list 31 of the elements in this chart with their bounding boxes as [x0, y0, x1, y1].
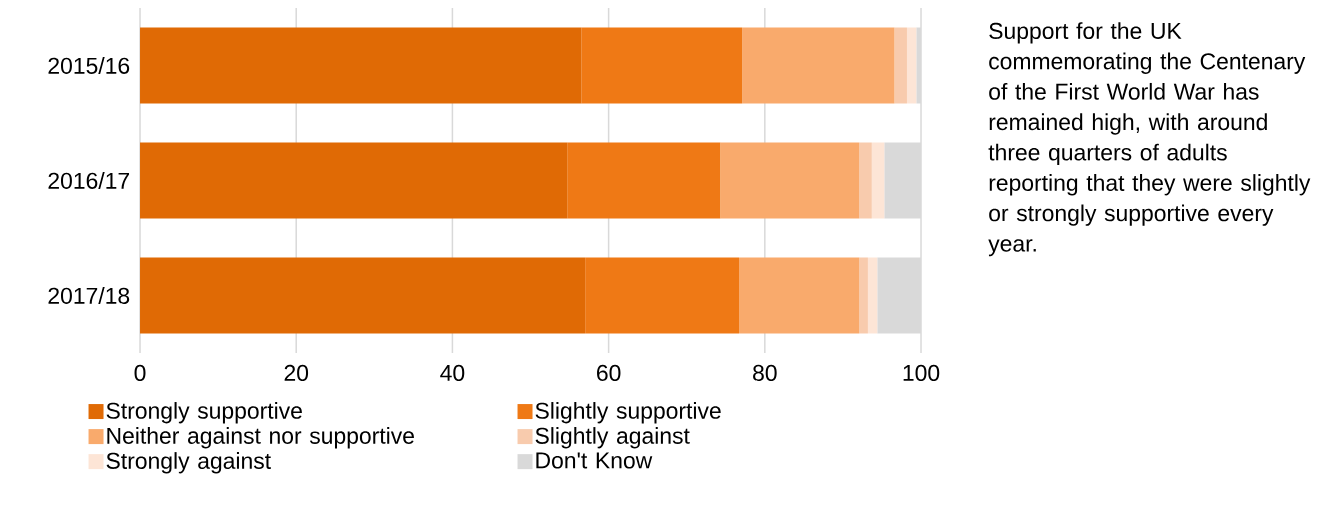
bar [871, 142, 885, 219]
bar [140, 257, 586, 334]
x-tick-label: 100 [903, 364, 940, 382]
x-tick-label: 40 [440, 364, 465, 382]
x-tick-label: 0 [134, 364, 146, 382]
legend-label: Strongly against [106, 452, 271, 474]
legend-label: Don't Know [536, 452, 653, 469]
legend-label: Neither against nor supportive [107, 427, 414, 449]
bar [720, 142, 860, 219]
legend-label: Strongly supportive [106, 402, 302, 424]
y-tick-label: 2015/16 [48, 57, 130, 74]
y-tick-label: 2017/18 [48, 287, 130, 304]
bar [140, 27, 582, 104]
bar [867, 257, 878, 334]
bar [894, 27, 907, 104]
x-tick-label: 60 [597, 364, 621, 382]
legend-label: Slightly against [535, 427, 690, 449]
bar [739, 257, 860, 334]
bar [859, 142, 872, 219]
bar [906, 27, 917, 104]
bar [567, 142, 721, 219]
bar [859, 257, 868, 334]
bar [581, 27, 743, 104]
bar [140, 142, 568, 219]
x-tick-label: 80 [753, 364, 777, 382]
legend-label: Slightly supportive [535, 402, 721, 424]
bar [585, 257, 740, 334]
x-tick-label: 20 [284, 364, 309, 382]
y-tick-label: 2016/17 [48, 172, 130, 189]
text: Support for the UK commemorating the Centenary of the First World War has remained high, with around three quarters of adults reporting that they were slightly or strongly supportive every year. [988, 22, 1311, 257]
bar [742, 27, 895, 104]
